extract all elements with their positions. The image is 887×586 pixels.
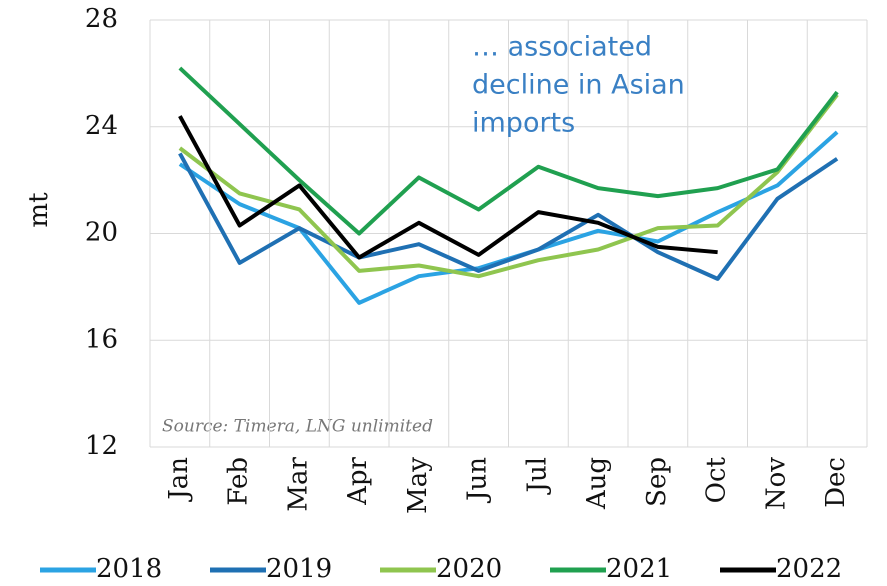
x-tick-label: Jun [463, 457, 493, 504]
y-tick-label: 12 [85, 431, 118, 461]
line-series [178, 66, 839, 236]
x-tick-label: Nov [761, 457, 791, 510]
source: Source: Timera, LNG unlimited [162, 417, 433, 437]
legend-label: 2022 [776, 554, 842, 584]
x-tick-label: Oct [702, 456, 732, 503]
line-series [178, 115, 718, 260]
x-tick-label: Dec [821, 457, 851, 508]
annotation: imports [472, 108, 575, 139]
x-tick-label: Apr [343, 456, 373, 505]
annotation: … associated [472, 32, 652, 63]
line-series [178, 93, 839, 279]
legend-label: 2018 [96, 554, 162, 584]
y-axis-label: mt [24, 192, 54, 228]
x-tick-label: Aug [582, 457, 612, 510]
x-tick-label: Jan [164, 457, 194, 503]
legend-label: 2020 [436, 554, 502, 584]
x-tick-label: Mar [283, 456, 313, 511]
y-tick-label: 20 [85, 218, 118, 248]
x-tick-label: Feb [224, 457, 254, 506]
line-series [178, 152, 839, 281]
y-tick-label: 16 [85, 324, 118, 354]
x-tick-label: Sep [642, 457, 672, 507]
y-tick-label: 28 [85, 4, 118, 34]
x-tick-label: May [403, 457, 433, 514]
annotation: decline in Asian [472, 70, 685, 101]
legend-label: 2021 [606, 554, 672, 584]
x-tick-label: Jul [522, 457, 552, 495]
y-tick-label: 24 [85, 111, 118, 141]
legend-label: 2019 [266, 554, 332, 584]
